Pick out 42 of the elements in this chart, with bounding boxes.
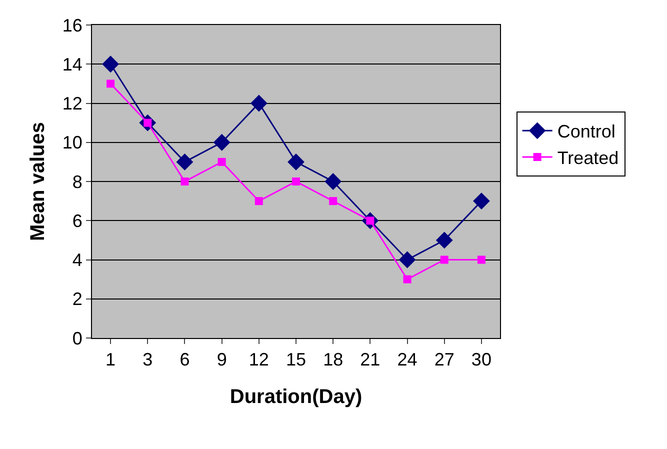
y-tick-label: 14 [62, 54, 82, 74]
x-tick-label: 21 [360, 350, 380, 370]
point [180, 178, 189, 186]
x-tick-label: 1 [106, 350, 116, 370]
y-axis-title: Mean values [26, 122, 49, 241]
point [292, 178, 300, 186]
legend-label: Treated [557, 148, 619, 168]
point [436, 232, 453, 249]
x-tick-label: 30 [471, 350, 492, 370]
x-tick-label: 9 [216, 350, 227, 370]
point [106, 80, 115, 88]
y-tick-label: 12 [62, 94, 82, 114]
legend-label: Control [557, 122, 616, 142]
x-tick-label: 18 [323, 350, 344, 370]
point [324, 173, 342, 190]
y-tick-label: 2 [72, 289, 82, 310]
point [254, 197, 263, 206]
y-tick-label: 4 [72, 250, 82, 270]
point [218, 158, 226, 166]
x-axis-title: Duration(Day) [230, 386, 362, 408]
x-tick-label: 3 [142, 350, 153, 370]
point [398, 251, 416, 268]
point [477, 256, 486, 264]
point [329, 197, 338, 206]
y-tick-label: 6 [72, 210, 82, 231]
x-tick-label: 6 [180, 350, 190, 370]
x-tick-label: 15 [286, 350, 306, 370]
point [176, 153, 194, 170]
y-tick-label: 10 [62, 132, 82, 153]
x-tick-label: 24 [397, 350, 418, 370]
point [102, 56, 119, 73]
point [288, 153, 304, 170]
point [213, 134, 230, 151]
y-tick-label: 8 [72, 172, 82, 192]
x-tick-label: 27 [434, 350, 454, 370]
x-tick-label: 12 [248, 350, 269, 370]
point [250, 94, 268, 112]
point [403, 275, 412, 284]
y-tick-label: 0 [72, 328, 82, 348]
y-tick-label: 16 [62, 15, 82, 36]
point [440, 256, 448, 264]
point [473, 192, 490, 210]
